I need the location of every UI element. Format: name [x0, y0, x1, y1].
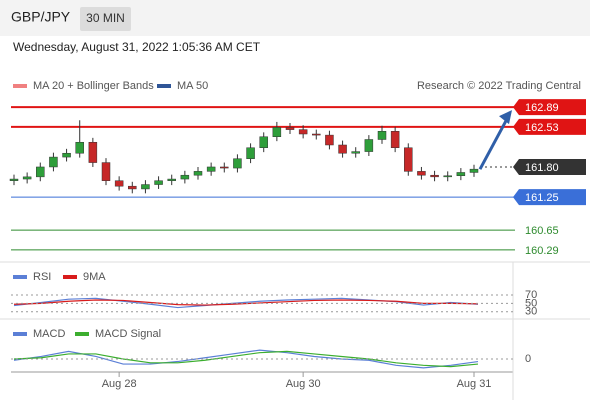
interval-box [80, 7, 131, 31]
candle-body [377, 131, 387, 140]
candle-body [469, 168, 479, 173]
level-label: 162.89 [525, 102, 559, 114]
candle-body [233, 158, 242, 169]
legend-swatch [63, 275, 77, 279]
candle-body [417, 171, 426, 176]
legend-swatch [13, 332, 27, 336]
y-tick-label: 70 [525, 289, 537, 301]
level-tag [513, 158, 586, 175]
candle-body [390, 131, 400, 148]
candle-body [259, 136, 268, 148]
candle-body [180, 174, 190, 180]
legend-swatch [13, 275, 27, 279]
forecast-arrowhead [499, 110, 512, 125]
candle-body [404, 147, 413, 172]
candle-body [272, 127, 282, 138]
candle-body [246, 147, 255, 159]
candle-body [128, 185, 137, 190]
level-label: 161.80 [525, 162, 559, 174]
timestamp: Wednesday, August 31, 2022 1:05:36 AM CE… [13, 40, 261, 54]
x-tick-label: Aug 28 [102, 378, 137, 390]
candle-body [298, 129, 308, 135]
candle-body [9, 178, 19, 181]
candle-body [193, 171, 203, 176]
level-tag [513, 118, 586, 135]
candle-body [62, 152, 71, 158]
indicator-line [13, 297, 479, 309]
candle-body [338, 144, 347, 154]
forecast-arrow [478, 116, 510, 170]
indicator-line [13, 349, 479, 369]
level-label: 160.29 [525, 245, 559, 257]
x-tick-label: Aug 31 [457, 378, 492, 390]
legend-swatch [157, 84, 171, 88]
level-label: 161.25 [525, 192, 559, 204]
credit: Research © 2022 Trading Central [417, 80, 581, 92]
candle-body [49, 156, 58, 168]
y-tick-label: 50 [525, 297, 537, 309]
candle-body [312, 133, 321, 136]
level-label: 162.53 [525, 122, 559, 134]
candle-body [154, 180, 163, 185]
legend-label: MA 20 + Bollinger Bands [33, 80, 154, 92]
level-tag [513, 189, 586, 206]
legend-label: MACD Signal [95, 328, 161, 340]
candle-body [351, 151, 360, 154]
candle-body [325, 134, 334, 146]
candle-body [101, 162, 111, 181]
interval: 30 MIN [86, 11, 125, 25]
candle-body [220, 166, 229, 169]
y-tick-label: 0 [525, 353, 531, 365]
candle-body [22, 176, 32, 180]
candle-body [285, 127, 295, 130]
symbol: GBP/JPY [11, 9, 71, 25]
y-tick-label: 30 [525, 306, 537, 318]
legend-label: 9MA [83, 271, 106, 283]
x-tick-label: Aug 30 [286, 378, 321, 390]
legend-label: RSI [33, 271, 51, 283]
candle-body [206, 166, 216, 172]
indicator-line [13, 350, 479, 368]
candle-body [430, 174, 439, 178]
candle-body [443, 175, 452, 178]
legend-swatch [13, 84, 27, 88]
candle-body [456, 172, 466, 177]
candle-body [36, 166, 45, 178]
level-label: 160.65 [525, 225, 559, 237]
legend-label: MACD [33, 328, 65, 340]
candle-body [88, 141, 98, 163]
candle-body [364, 139, 374, 152]
candle-body [75, 141, 84, 154]
candle-body [167, 178, 176, 181]
legend-swatch [75, 332, 89, 336]
candle-body [141, 184, 150, 190]
legend-label: MA 50 [177, 80, 208, 92]
candle-body [114, 180, 124, 187]
level-tag [513, 99, 586, 116]
